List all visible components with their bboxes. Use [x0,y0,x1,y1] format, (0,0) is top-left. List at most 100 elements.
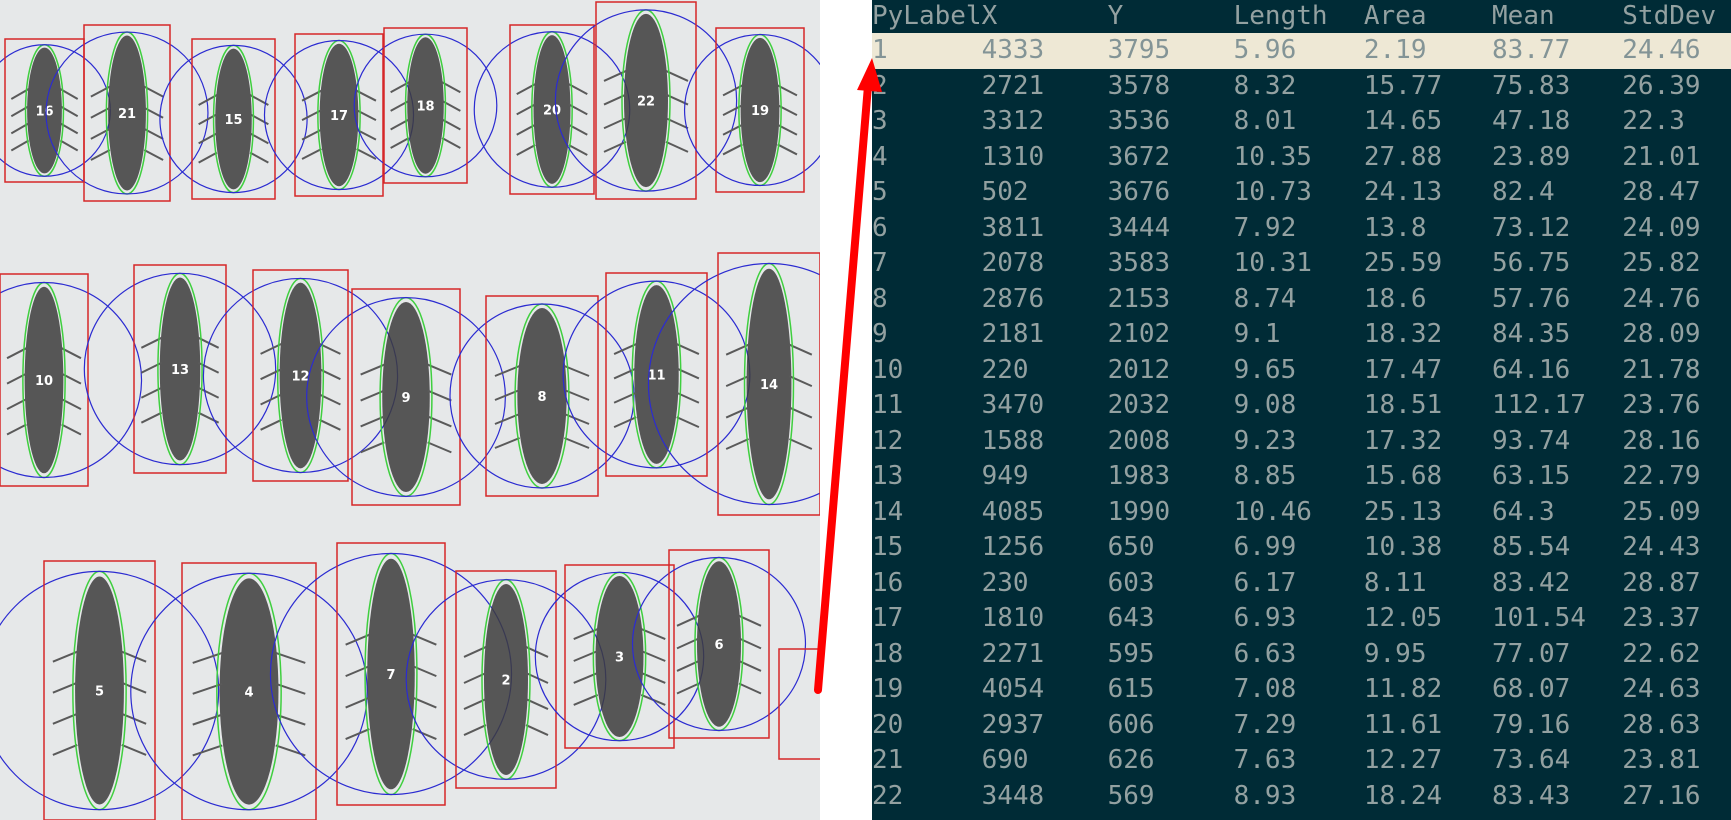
specimen-leg [6,423,27,436]
table-row[interactable]: 11 3470 2032 9.08 18.51 112.17 23.76 [872,388,1731,424]
table-cell: 75.83 [1492,70,1571,101]
bounding-box [564,564,675,749]
arrow-shaft [814,82,872,694]
specimen-leg [52,743,78,756]
table-cell: 28.63 [1622,709,1701,740]
table-cell: 10.46 [1233,496,1312,527]
table-body: 1 4333 3795 5.96 2.19 83.77 24.46 2 2721 3578 8.32… [872,33,1731,814]
bounding-box [351,288,461,506]
table-row[interactable]: 9 2181 2102 9.1 18.32 84.35 28.09 [872,317,1731,353]
specimen-leg [463,646,487,658]
table-cell: 18.6 [1363,283,1427,314]
specimen-leg [121,650,147,663]
specimen-leg [301,148,322,160]
specimen-leg [360,441,385,454]
specimen-label: 17 [330,109,348,124]
table-cell: 4 [872,141,888,172]
column-header-length[interactable]: Length [1233,1,1328,31]
table-cell: 25.13 [1363,496,1443,527]
specimen-leg [573,628,599,640]
table-row[interactable]: 17 1810 643 6.93 12.05 101.54 23.37 [872,601,1731,637]
table-row[interactable]: 20 2937 606 7.29 11.61 79.16 28.63 [872,708,1731,744]
table-cell: 2032 [1107,390,1171,420]
specimen-body [367,558,415,790]
table-row[interactable]: 16 230 603 6.17 8.11 83.42 28.87 [872,566,1731,602]
table-cell: 64.16 [1492,354,1571,385]
column-header-y[interactable]: Y [1107,1,1124,31]
specimen-detection: 13 [83,264,277,474]
table-cell: 3470 [981,390,1045,420]
specimen-leg [613,343,637,355]
table-row[interactable]: 18 2271 595 6.63 9.95 77.07 22.62 [872,637,1731,673]
table-row[interactable]: 6 3811 3444 7.92 13.8 73.12 24.09 [872,211,1731,247]
column-header-stddev[interactable]: StdDev [1622,1,1717,31]
bounding-box [715,27,805,193]
specimen-leg [121,743,147,756]
table-row[interactable]: 22 3448 569 8.93 18.24 83.43 27.16 [872,779,1731,815]
table-row[interactable]: 14 4085 1990 10.46 25.13 64.3 25.09 [872,495,1731,531]
column-header-mean[interactable]: Mean [1492,1,1555,31]
specimen-leg [275,652,306,664]
specimen-body [697,561,741,727]
table-cell: 4333 [981,33,1108,69]
specimen-leg [494,437,520,449]
enclosing-circle [0,281,143,479]
table-row[interactable]: 7 2078 3583 10.31 25.59 56.75 25.82 [872,246,1731,282]
table-cell: 1990 [1107,496,1171,527]
specimen-body [740,37,780,183]
table-cell: 3444 [1107,212,1171,243]
specimen-label: 12 [291,370,309,385]
table-row[interactable]: 15 1256 650 6.99 10.38 85.54 24.43 [872,530,1731,566]
specimen-label: 18 [416,100,434,115]
table-row[interactable]: 8 2876 2153 8.74 18.6 57.76 24.76 [872,282,1731,318]
table-cell: 24.63 [1622,674,1701,704]
table-cell: 6.63 [1233,638,1297,669]
table-cell: 73.64 [1492,745,1571,775]
specimen-detection: 10 [0,273,143,487]
table-cell: 14 [872,496,904,527]
column-header-area[interactable]: Area [1363,1,1427,31]
table-row[interactable]: 3 3312 3536 8.01 14.65 47.18 22.3 [872,104,1731,140]
table-row[interactable]: 12 1588 2008 9.23 17.32 93.74 28.16 [872,424,1731,460]
table-row[interactable]: 1 4333 3795 5.96 2.19 83.77 24.46 [872,33,1731,69]
table-row[interactable]: 19 4054 615 7.08 11.82 68.07 24.63 [872,672,1731,708]
table-cell: 83.77 [1492,33,1623,69]
table-row[interactable]: 5 502 3676 10.73 24.13 82.4 28.47 [872,175,1731,211]
table-row[interactable]: 21 690 626 7.63 12.27 73.64 23.81 [872,743,1731,779]
table-cell: 21.78 [1622,354,1701,385]
table-cell: 11.82 [1363,674,1443,704]
table-cell: 26.39 [1622,70,1701,101]
specimen-detection: 5 [0,560,220,820]
table-cell: 16 [872,567,904,598]
table-cell: 47.18 [1492,106,1571,136]
specimen-detection: 21 [45,24,209,202]
table-cell: 569 [1107,780,1155,811]
specimen-leg [249,151,269,164]
table-row[interactable]: 2 2721 3578 8.32 15.77 75.83 26.39 [872,69,1731,105]
table-cell: 2271 [981,638,1045,669]
table-cell: 64.3 [1492,496,1555,527]
specimen-detection: 19 [683,27,820,193]
specimen-detection: 9 [306,288,506,506]
bounding-box [83,24,171,202]
specimen-leg [412,728,437,740]
table-cell: 17 [872,603,904,633]
table-cell: 2153 [1107,283,1171,314]
table-cell: 3312 [981,106,1045,136]
table-cell: 650 [1107,532,1155,562]
table-cell: 9.1 [1233,319,1281,349]
table-cell: 22.62 [1622,638,1701,669]
table-cell: 8.93 [1233,780,1297,811]
table-cell: 9.95 [1363,638,1427,669]
table-cell: 85.54 [1492,532,1571,562]
table-row[interactable]: 13 949 1983 8.85 15.68 63.15 22.79 [872,459,1731,495]
table-row[interactable]: 10 220 2012 9.65 17.47 64.16 21.78 [872,353,1731,389]
column-header-x[interactable]: X [981,1,998,31]
table-cell: 10.35 [1233,141,1312,172]
column-header-pylabel[interactable]: PyLabel [872,1,982,31]
specimen-detection: 6 [631,549,807,739]
table-row[interactable]: 4 1310 3672 10.35 27.88 23.89 21.01 [872,140,1731,176]
specimen-leg [564,437,590,449]
table-cell: 21.01 [1622,141,1701,172]
table-cell: 24.43 [1622,532,1701,562]
